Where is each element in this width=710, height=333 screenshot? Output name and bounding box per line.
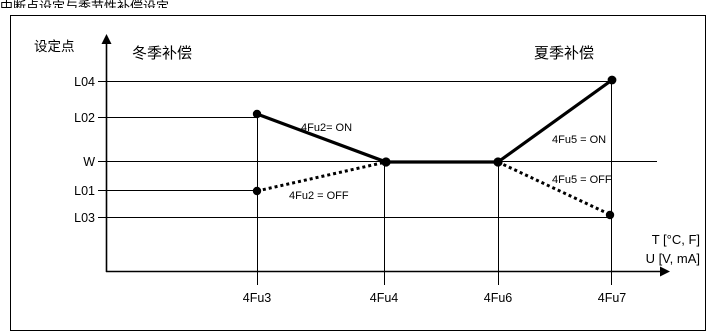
x-axis-title-line1: T [°C, F] [652, 232, 700, 247]
curve-off-left [256, 160, 387, 193]
point-4fu6 [493, 157, 503, 167]
point-4fu7-on [607, 75, 617, 85]
level-label-l02: L02 [74, 111, 95, 125]
level-label-l03: L03 [74, 211, 95, 225]
x-tick-4fu7: 4Fu7 [598, 291, 627, 305]
curve-off-right [497, 160, 612, 217]
vertical-guides [257, 81, 612, 285]
diagram-frame [10, 15, 706, 331]
point-4fu7-off [605, 210, 615, 220]
x-axis-title-line2: U [V, mA] [646, 251, 700, 266]
point-4fu3-off [252, 186, 262, 196]
y-axis-title: 设定点 [34, 39, 75, 55]
curve-on [256, 78, 613, 164]
level-label-l01: L01 [74, 184, 95, 198]
winter-compensation-label: 冬季补偿 [132, 44, 192, 62]
x-tick-4fu6: 4Fu6 [484, 291, 513, 305]
annotation-4fu2-on: 4Fu2= ON [301, 122, 352, 134]
summer-compensation-label: 夏季补偿 [534, 44, 594, 62]
level-label-w: W [83, 155, 95, 169]
annotation-4fu5-off: 4Fu5 = OFF [552, 174, 612, 186]
point-4fu4 [381, 157, 391, 167]
level-label-l04: L04 [74, 75, 95, 89]
annotation-4fu2-off: 4Fu2 = OFF [289, 190, 349, 202]
annotation-4fu5-on: 4Fu5 = ON [552, 134, 606, 146]
point-4fu3-on [252, 109, 262, 119]
curve-points [252, 75, 617, 220]
x-tick-4fu4: 4Fu4 [370, 291, 399, 305]
x-tick-4fu3: 4Fu3 [243, 291, 272, 305]
top-caption: 中断点设定与季节性补偿设定 [0, 0, 170, 8]
level-lines [98, 81, 657, 218]
